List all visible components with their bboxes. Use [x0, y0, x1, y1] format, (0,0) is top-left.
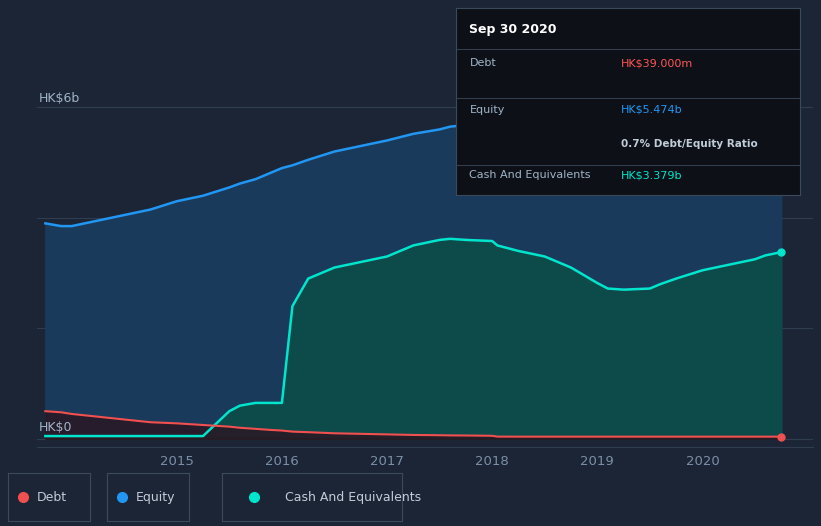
Text: Sep 30 2020: Sep 30 2020 — [470, 23, 557, 36]
Text: Equity: Equity — [135, 491, 175, 503]
Text: HK$39.000m: HK$39.000m — [621, 58, 694, 68]
Text: HK$5.474b: HK$5.474b — [621, 105, 683, 115]
Text: Cash And Equivalents: Cash And Equivalents — [470, 170, 591, 180]
Text: HK$0: HK$0 — [39, 421, 72, 434]
Text: 0.7% Debt/Equity Ratio: 0.7% Debt/Equity Ratio — [621, 138, 758, 149]
Text: Debt: Debt — [470, 58, 496, 68]
Text: Equity: Equity — [470, 105, 505, 115]
Text: Debt: Debt — [37, 491, 67, 503]
Text: Cash And Equivalents: Cash And Equivalents — [285, 491, 421, 503]
Text: HK$6b: HK$6b — [39, 92, 80, 105]
Text: HK$3.379b: HK$3.379b — [621, 170, 683, 180]
